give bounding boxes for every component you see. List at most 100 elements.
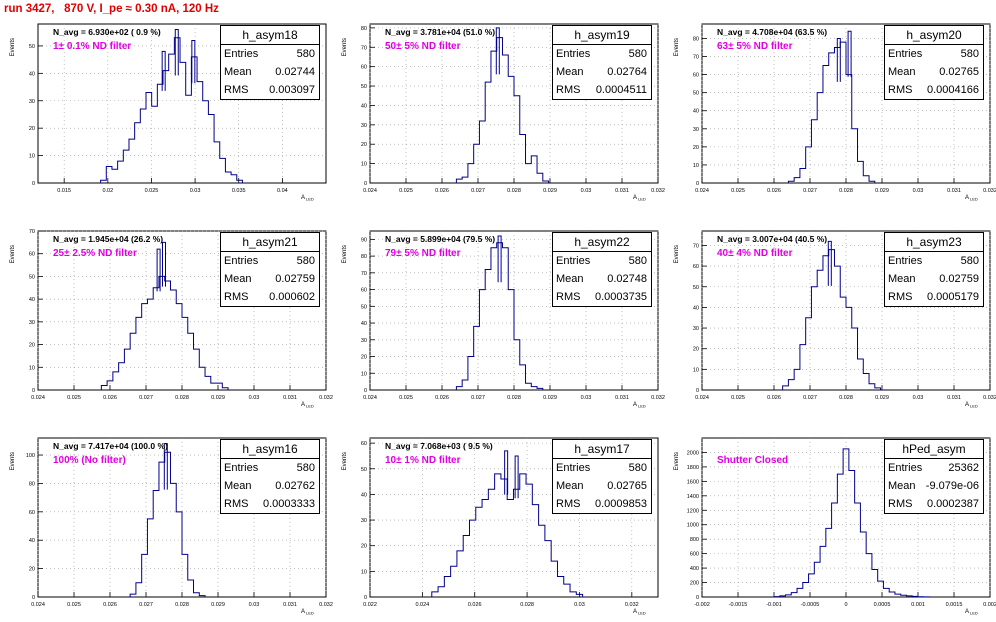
y-tick-label: 10	[361, 371, 367, 377]
histogram-name: hPed_asym	[885, 440, 983, 459]
stats-row-mean: Mean 0.02759	[221, 270, 319, 288]
y-tick-label: 20	[361, 142, 367, 148]
stats-row-rms: RMS 0.0002387	[885, 495, 983, 513]
y-tick-label: 20	[693, 145, 699, 151]
filter-annotation: 1± 0.1% ND filter	[53, 41, 132, 52]
y-tick-label: 40	[361, 321, 367, 327]
y-tick-label: 0	[364, 181, 367, 187]
histogram-panel-hPed_asym: -0.002 -0.0015 -0.001 -0.0005 0 0.0005 0.001 0.…	[664, 414, 996, 621]
stats-row-rms: RMS 0.0004166	[885, 81, 983, 99]
x-tick-label: 0.025	[399, 188, 413, 194]
x-tick-label: 0.026	[767, 188, 781, 194]
x-tick-label: 0.028	[507, 395, 521, 401]
stats-box: h_asym19 Entries 580 Mean 0.02764 RMS 0.000451…	[552, 25, 652, 100]
stats-row-mean: Mean 0.02759	[885, 270, 983, 288]
stats-label: Entries	[888, 255, 923, 267]
y-tick-label: 50	[29, 44, 35, 50]
x-tick-label: 0.028	[520, 602, 534, 608]
y-tick-label: 1200	[687, 508, 699, 514]
y-tick-label: 50	[29, 274, 35, 280]
y-tick-label: 10	[361, 569, 367, 575]
stats-row-rms: RMS 0.000602	[221, 288, 319, 306]
stats-box: h_asym20 Entries 580 Mean 0.02765 RMS 0.000416…	[884, 25, 984, 100]
y-tick-label: 60	[361, 288, 367, 294]
stats-label: Mean	[888, 66, 916, 78]
navg-label: N_avg = 4.708e+04 (63.5 %)	[717, 27, 828, 37]
stats-label: RMS	[888, 84, 913, 96]
stats-row-rms: RMS 0.0004511	[553, 81, 651, 99]
stats-box: hPed_asym Entries 25362 Mean -9.079e-06 RMS 0.…	[884, 439, 984, 514]
stats-row-mean: Mean 0.02762	[221, 477, 319, 495]
y-tick-label: 50	[361, 84, 367, 90]
stats-value: 580	[628, 462, 647, 474]
navg-label: N_avg = 7.417e+04 (100.0 %)	[53, 441, 168, 451]
x-tick-label: 0.0005	[874, 602, 891, 608]
histogram-name: h_asym16	[221, 440, 319, 459]
stats-label: RMS	[888, 291, 913, 303]
navg-label: N_avg = 6.930e+02 ( 0.9 %)	[53, 27, 161, 37]
y-tick-label: 40	[693, 109, 699, 115]
filter-annotation: 10± 1% ND filter	[385, 455, 461, 466]
y-tick-label: 10	[361, 162, 367, 168]
y-axis-label: Events	[342, 38, 348, 56]
stats-value: 580	[296, 255, 315, 267]
x-tick-label: 0.026	[103, 395, 117, 401]
histogram-panel-h_asym23: 0.024 0.025 0.026 0.027 0.028 0.029 0.03 0.031 0…	[664, 207, 996, 414]
stats-label: Entries	[888, 48, 923, 60]
histogram-name: h_asym23	[885, 233, 983, 252]
y-tick-label: 90	[361, 237, 367, 243]
histogram-outline	[100, 275, 229, 390]
y-axis-label: Events	[10, 452, 16, 470]
filter-annotation: 50± 5% ND filter	[385, 41, 461, 52]
x-tick-label: 0.029	[875, 395, 889, 401]
y-tick-label: 60	[693, 73, 699, 79]
y-tick-label: 0	[364, 388, 367, 394]
navg-label: N_avg = 7.068e+03 ( 9.5 %)	[385, 441, 493, 451]
y-tick-label: 70	[29, 229, 35, 235]
stats-label: Mean	[556, 480, 584, 492]
histogram-plot: 0.024 0.025 0.026 0.027 0.028 0.029 0.03 0.031 0…	[674, 230, 996, 409]
stats-value: 0.0003735	[595, 291, 647, 303]
stats-label: RMS	[224, 498, 249, 510]
stats-row-mean: Mean 0.02744	[221, 63, 319, 81]
stats-row-entries: Entries 580	[885, 45, 983, 63]
x-tick-label: 0.031	[283, 602, 297, 608]
x-axis-label: A	[965, 195, 969, 201]
histogram-peak-bin	[827, 240, 832, 286]
x-tick-label: 0.028	[839, 395, 853, 401]
navg-label: N_avg = 5.899e+04 (79.5 %)	[385, 234, 496, 244]
stats-label: Mean	[556, 273, 584, 285]
stats-row-mean: Mean 0.02765	[553, 477, 651, 495]
stats-label: RMS	[224, 84, 249, 96]
x-tick-label: 0.028	[175, 395, 189, 401]
stats-row-entries: Entries 580	[221, 459, 319, 477]
x-tick-label: 0.027	[139, 602, 153, 608]
navg-label: N_avg = 3.007e+04 (40.5 %)	[717, 234, 828, 244]
y-tick-label: 1400	[687, 494, 699, 500]
stats-value: 0.02759	[275, 273, 315, 285]
x-tick-label: 0.035	[232, 188, 246, 194]
stats-value: 0.02759	[939, 273, 979, 285]
histogram-peak-bin	[174, 28, 179, 76]
y-tick-label: 70	[361, 271, 367, 277]
x-axis-label: A	[965, 402, 969, 408]
stats-row-rms: RMS 0.0003735	[553, 288, 651, 306]
y-tick-label: 10	[693, 367, 699, 373]
stats-row-entries: Entries 580	[553, 459, 651, 477]
x-tick-label: 0.025	[145, 188, 159, 194]
y-tick-label: 20	[693, 347, 699, 353]
y-tick-label: 2000	[687, 450, 699, 456]
y-tick-label: 80	[361, 26, 367, 32]
x-tick-label: 0.031	[947, 395, 961, 401]
y-tick-label: 60	[29, 252, 35, 258]
x-tick-label: 0.026	[435, 395, 449, 401]
stats-row-mean: Mean -9.079e-06	[885, 477, 983, 495]
y-tick-label: 100	[26, 453, 35, 459]
stats-value: 0.02765	[607, 480, 647, 492]
x-tick-label: 0.03	[913, 395, 924, 401]
y-tick-label: 80	[693, 36, 699, 42]
x-axis-label-subscript: LED	[638, 197, 646, 202]
y-tick-label: 60	[29, 510, 35, 516]
run-title: run 3427, 870 V, I_pe ≈ 0.30 nA, 120 Hz	[4, 3, 219, 15]
x-tick-label: 0.028	[507, 188, 521, 194]
